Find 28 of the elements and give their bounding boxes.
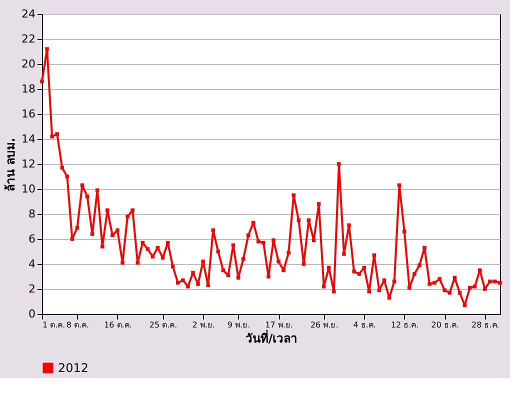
x-tick-label: 25 ต.ค.	[149, 320, 178, 330]
y-tick-label: 18	[22, 82, 36, 96]
y-tick-label: 6	[28, 232, 36, 246]
y-tick-label: 2	[28, 282, 36, 296]
y-axis-title: ล้าน ลบม.	[4, 138, 18, 192]
x-tick-label: 1 ต.ค.	[42, 320, 66, 330]
x-tick-label: 26 พ.ย.	[310, 320, 338, 330]
y-tick-label: 8	[28, 208, 36, 220]
x-tick-label: 2 พ.ย.	[192, 320, 215, 330]
x-tick-label: 9 พ.ย.	[227, 320, 250, 330]
y-tick-label: 16	[22, 108, 36, 120]
x-tick-label: 17 พ.ย.	[265, 320, 293, 330]
y-tick-label: 14	[22, 132, 36, 146]
x-tick-label: 8 ต.ค.	[66, 320, 90, 330]
x-tick-label: 4 ธ.ค.	[353, 320, 376, 330]
y-tick-label: 22	[22, 32, 36, 46]
x-tick-label: 28 ธ.ค.	[471, 320, 500, 330]
legend-label: 2012	[58, 361, 89, 375]
y-tick-label: 12	[22, 158, 36, 170]
y-tick-label: 20	[22, 58, 36, 70]
x-tick-label: 16 ต.ค.	[104, 320, 132, 330]
x-axis-title: วันที่/เวลา	[245, 330, 298, 346]
y-tick-label: 0	[28, 308, 36, 320]
x-tick-label: 20 ธ.ค.	[431, 320, 460, 330]
x-tick-label: 12 ธ.ค.	[390, 320, 419, 330]
y-tick-label: 10	[22, 182, 36, 196]
y-tick-label: 4	[28, 258, 36, 270]
y-tick-label: 24	[22, 8, 36, 20]
